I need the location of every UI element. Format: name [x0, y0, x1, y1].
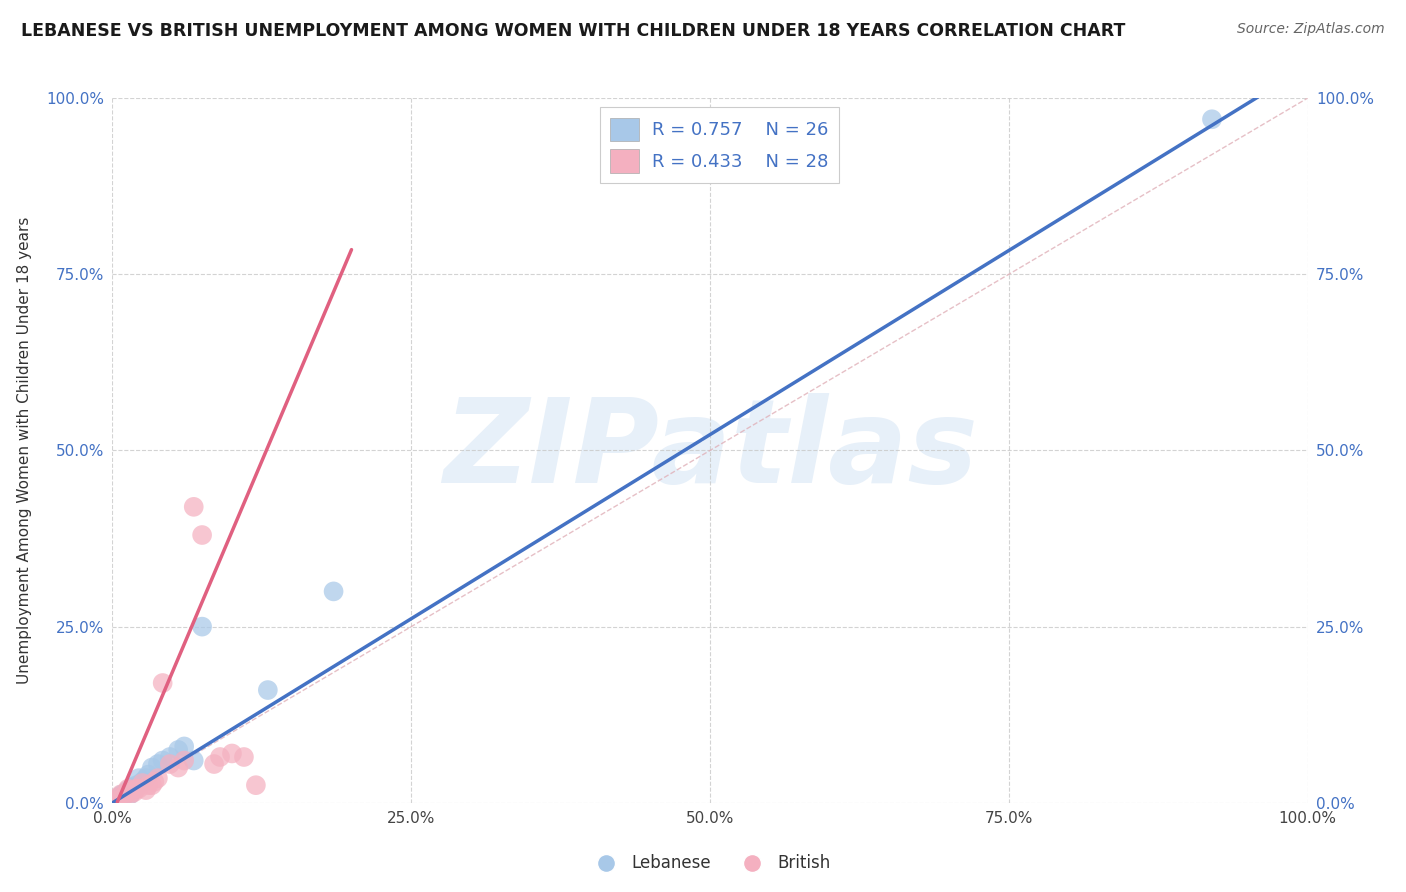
Point: [117, 783, 139, 797]
Point: [135, 771, 157, 785]
Point: [322, 584, 344, 599]
Y-axis label: Unemployment Among Women with Children Under 18 years: Unemployment Among Women with Children U…: [17, 217, 32, 684]
Point: [131, 774, 153, 789]
Point: [111, 788, 134, 802]
Point: [159, 750, 181, 764]
Point: [159, 757, 181, 772]
Point: [115, 785, 138, 799]
Point: [125, 778, 148, 792]
Point: [183, 500, 205, 514]
Point: [114, 789, 135, 803]
Legend: Lebanese, British: Lebanese, British: [582, 847, 838, 879]
Point: [152, 676, 174, 690]
Point: [167, 760, 190, 774]
Point: [110, 788, 132, 802]
Point: [141, 778, 163, 792]
Point: [120, 788, 142, 802]
Point: [110, 789, 132, 803]
Text: LEBANESE VS BRITISH UNEMPLOYMENT AMONG WOMEN WITH CHILDREN UNDER 18 YEARS CORREL: LEBANESE VS BRITISH UNEMPLOYMENT AMONG W…: [21, 22, 1125, 40]
Point: [232, 750, 256, 764]
Text: ZIPatlas: ZIPatlas: [443, 393, 977, 508]
Point: [1201, 112, 1223, 127]
Point: [115, 785, 138, 799]
Point: [146, 771, 169, 785]
Point: [221, 747, 243, 761]
Point: [114, 789, 135, 803]
Point: [257, 683, 280, 698]
Point: [121, 780, 143, 795]
Point: [128, 771, 150, 785]
Point: [167, 743, 190, 757]
Point: [138, 778, 160, 792]
Point: [202, 757, 225, 772]
Point: [152, 754, 174, 768]
Point: [191, 528, 214, 542]
Point: [121, 783, 143, 797]
Text: Source: ZipAtlas.com: Source: ZipAtlas.com: [1237, 22, 1385, 37]
Point: [122, 785, 145, 799]
Point: [143, 774, 166, 789]
Point: [245, 778, 267, 792]
Point: [107, 790, 129, 805]
Point: [191, 620, 214, 634]
Point: [117, 781, 139, 796]
Point: [208, 750, 231, 764]
Point: [135, 783, 157, 797]
Point: [141, 760, 163, 774]
Point: [125, 781, 148, 796]
Point: [146, 757, 169, 772]
Point: [107, 792, 129, 806]
Point: [131, 776, 153, 790]
Point: [173, 754, 195, 768]
Point: [138, 767, 160, 781]
Point: [105, 794, 128, 808]
Point: [128, 781, 150, 796]
Point: [173, 739, 195, 754]
Point: [121, 781, 143, 796]
Point: [183, 754, 205, 768]
Point: [122, 781, 145, 796]
Point: [120, 788, 142, 802]
